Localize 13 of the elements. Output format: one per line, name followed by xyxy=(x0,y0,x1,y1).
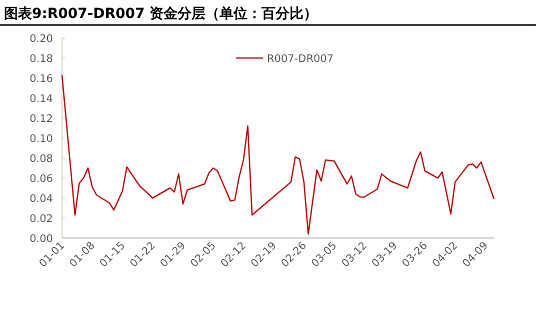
y-tick-label: 0.18 xyxy=(30,53,53,65)
y-tick-label: 0.10 xyxy=(30,133,53,145)
y-tick-label: 0.04 xyxy=(30,193,54,205)
y-tick-label: 0.06 xyxy=(30,173,54,185)
y-tick-label: 0.02 xyxy=(30,213,53,225)
y-tick-label: 0.16 xyxy=(30,73,54,85)
chart-title: 图表9:R007-DR007 资金分层（单位：百分比） xyxy=(4,6,318,22)
y-tick-label: 0.14 xyxy=(30,93,54,105)
legend-label: R007-DR007 xyxy=(267,53,334,65)
y-tick-label: 0.20 xyxy=(30,33,53,45)
y-tick-label: 0.08 xyxy=(30,153,53,165)
y-tick-label: 0.12 xyxy=(30,113,53,125)
y-tick-label: 0.00 xyxy=(30,233,53,245)
